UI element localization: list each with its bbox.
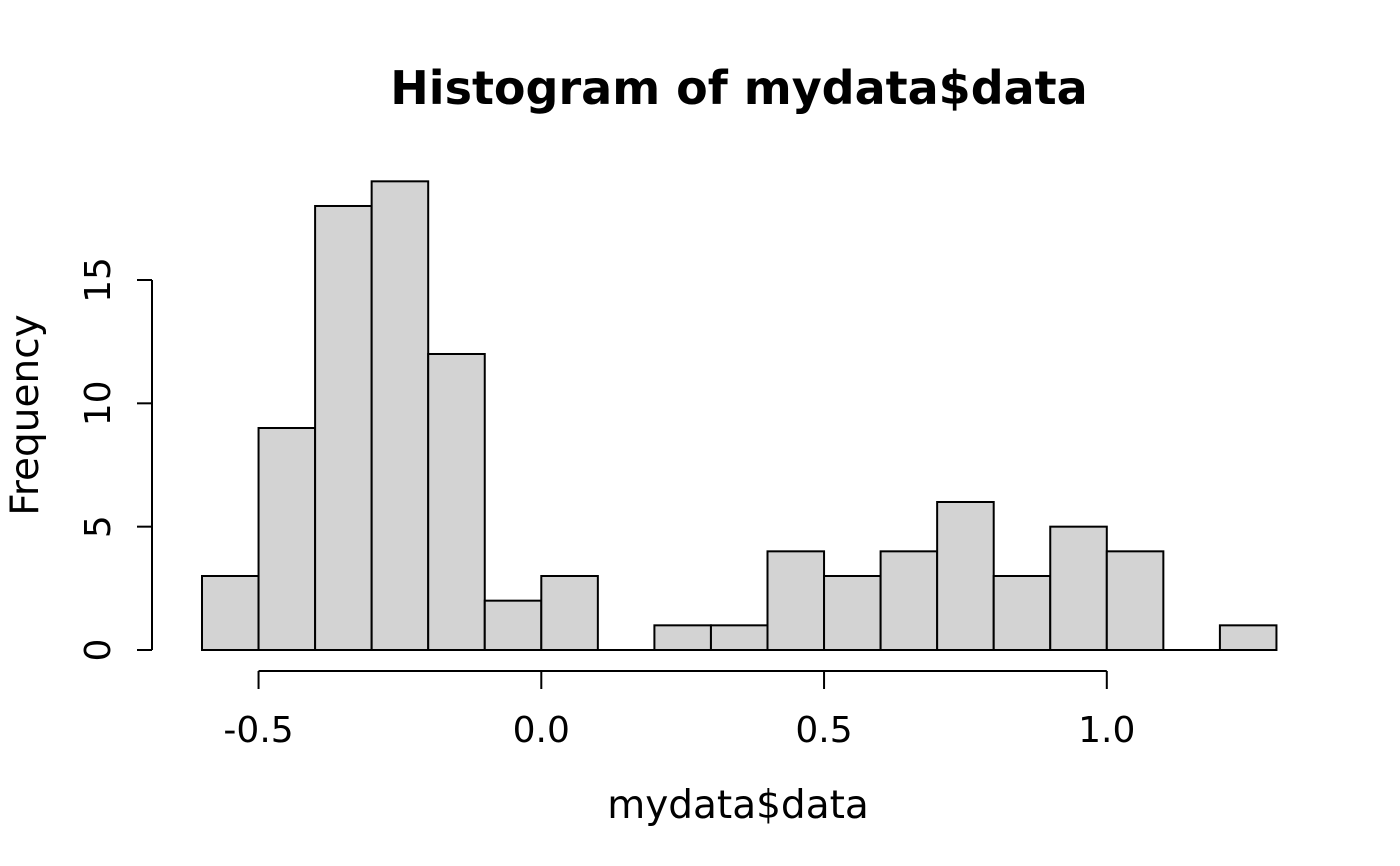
histogram-bar [483,599,543,652]
x-tick-label: 1.0 [1078,710,1135,751]
x-tick-label: -0.5 [223,710,293,751]
x-tick-label: 0.5 [795,710,852,751]
histogram-bar [370,180,430,651]
x-tick-label: 0.0 [513,710,570,751]
histogram-bar [992,574,1052,652]
axes-group: -0.5 0.0 0.5 1.0 0 5 10 15 [78,257,1135,751]
histogram-bar [314,204,373,652]
histogram-bar [257,426,317,652]
y-tick-label: 15 [78,257,119,303]
histogram-bar [1218,624,1278,652]
y-axis-label: Frequency [3,314,48,515]
histogram-bar [1049,525,1108,651]
y-tick-label: 0 [78,639,119,662]
histogram-bar [540,574,599,652]
histogram-bar [709,624,769,652]
histogram-bar [766,550,826,651]
y-tick-label: 10 [78,380,119,426]
x-axis-label: mydata$data [607,783,869,828]
histogram-bar [879,550,939,651]
histogram-bar [653,624,712,652]
histogram-bar [1105,550,1165,651]
bars-group [201,180,1278,652]
histogram-bar [936,500,995,651]
histogram-bar [201,574,260,652]
y-tick-label: 5 [78,515,119,538]
chart-title: Histogram of mydata$data [390,61,1087,115]
histogram-bar [823,574,882,652]
histogram-bar [427,352,486,651]
